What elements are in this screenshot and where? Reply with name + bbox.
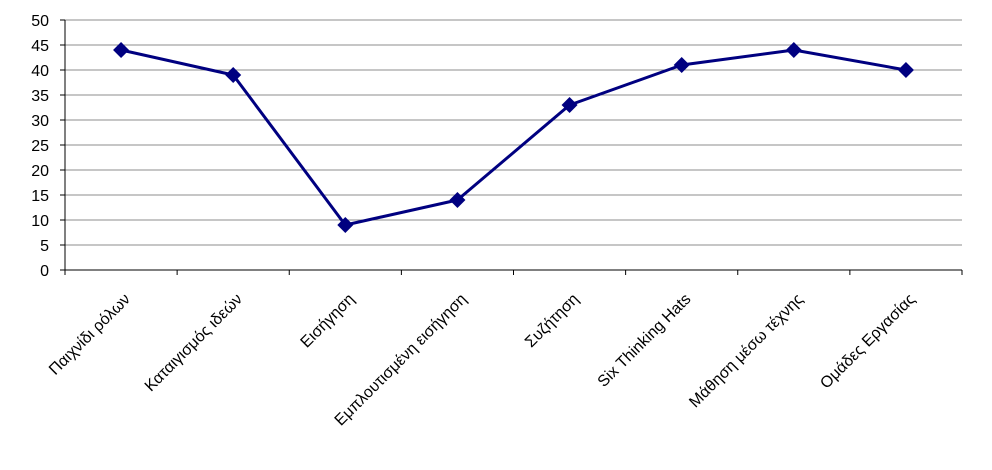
data-point-marker [561,97,578,113]
data-point-marker [113,42,130,58]
data-point-marker [337,217,354,233]
y-tick-label: 15 [31,188,49,205]
x-tick-label: Six Thinking Hats [595,291,695,391]
axes [60,19,963,275]
y-tick-label: 40 [31,63,49,80]
x-tick-label: Μάθηση μέσω τέχνης [686,291,807,412]
data-point-marker [785,42,802,58]
x-axis-tick-labels: Παιχνίδι ρόλων Καταιγισμός ιδεών ΕισήγησηΕ… [46,291,919,430]
series-group [113,42,914,233]
y-tick-label: 25 [31,138,49,155]
data-point-marker [225,67,242,83]
y-axis-tick-labels: 0 5 10 15 20 25 30 35 40 45 50 [31,13,49,280]
x-tick-label: Ομάδες Εργασίας [817,291,919,393]
y-tick-label: 0 [40,263,49,280]
x-tick-label: Συζήτηση [522,291,582,351]
y-tick-label: 50 [31,13,49,30]
x-tick-label: Καταιγισμός ιδεών [142,291,246,395]
gridlines [65,19,962,246]
y-tick-label: 30 [31,113,49,130]
x-tick-label: Εμπλουτισμένη εισήγηση [332,291,471,430]
x-tick-label: Παιχνίδι ρόλων [46,291,134,379]
x-tick-label: Εισήγηση [298,291,359,352]
data-point-marker [449,192,466,208]
series-line [120,48,907,227]
data-point-marker [673,57,690,73]
y-tick-label: 10 [31,213,49,230]
y-tick-label: 45 [31,38,49,55]
y-tick-label: 5 [40,238,49,255]
y-tick-label: 35 [31,88,49,105]
y-tick-label: 20 [31,163,49,180]
data-point-marker [897,62,914,78]
